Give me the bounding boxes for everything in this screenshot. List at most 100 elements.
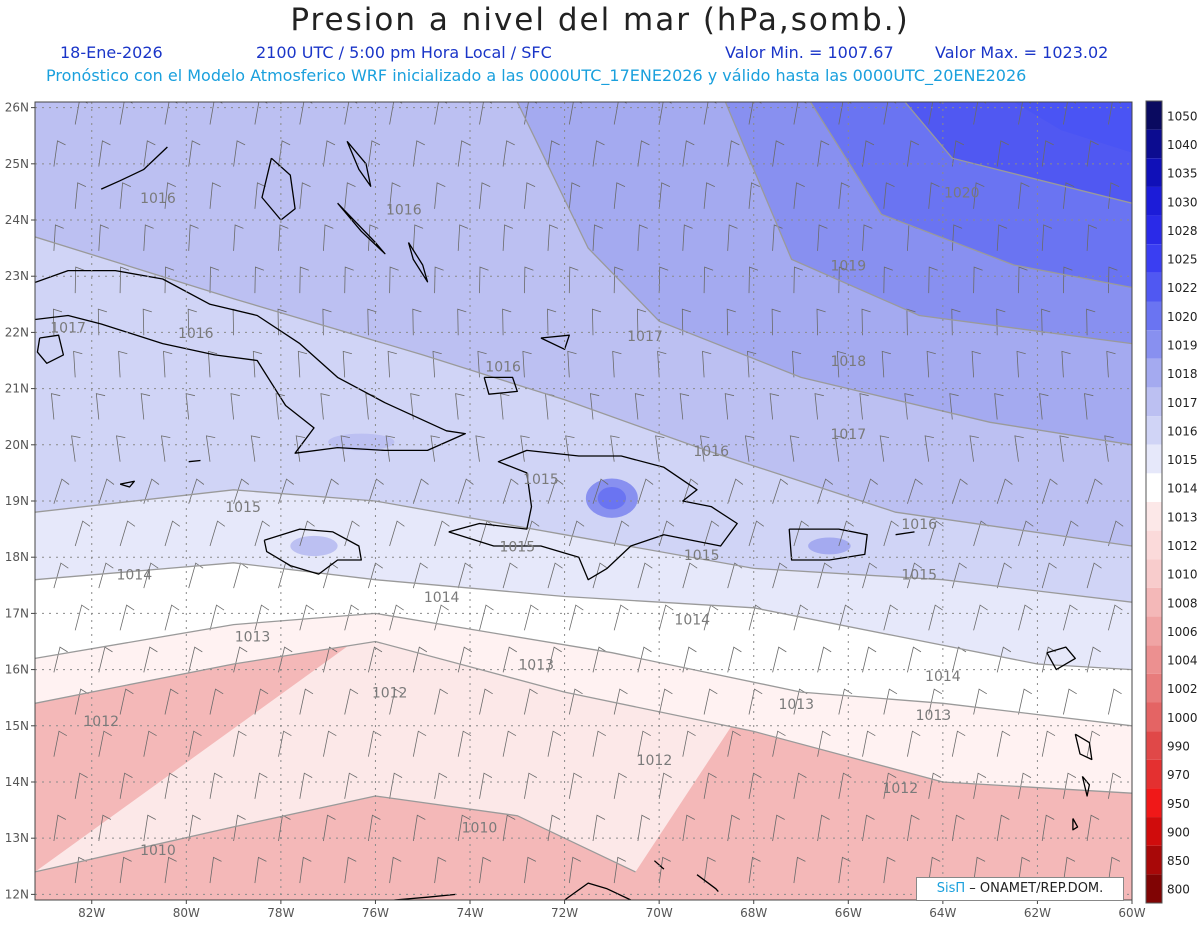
wind-barb <box>702 350 712 378</box>
wind-barb <box>368 140 381 167</box>
min-value: Valor Min. = 1007.67 <box>725 43 894 62</box>
coast-florida-keys <box>100 146 168 190</box>
wind-barb <box>209 688 224 715</box>
wind-barb <box>613 688 628 715</box>
colorbar-swatch <box>1146 158 1162 187</box>
wind-barb <box>299 266 309 294</box>
wind-barb <box>524 604 539 631</box>
wind-barb <box>748 856 761 884</box>
wind-barb <box>119 266 130 294</box>
credit-text: – ONAMET/REP.DOM. <box>965 881 1104 896</box>
colorbar-label: 950 <box>1167 797 1190 811</box>
wind-barb <box>727 814 740 842</box>
wind-barb <box>772 646 787 673</box>
wind-barb <box>1063 688 1077 715</box>
wind-barb <box>278 140 291 167</box>
wind-barb <box>613 772 627 799</box>
wind-barb <box>592 140 605 167</box>
wind-barb <box>703 266 714 294</box>
wind-barb <box>996 814 1010 842</box>
wind-barb <box>817 646 832 673</box>
wind-barb <box>119 772 133 799</box>
wind-barb <box>951 814 965 842</box>
coast-usvi-bvi <box>895 531 915 536</box>
wind-barb <box>793 182 805 209</box>
wind-barb <box>1086 308 1096 336</box>
wind-barb <box>389 182 401 209</box>
wind-barb <box>142 308 152 336</box>
wind-barb <box>98 730 112 757</box>
wind-barb <box>637 140 650 167</box>
lon-label: 80W <box>173 906 200 920</box>
wind-barb <box>188 562 204 589</box>
wind-barb <box>1108 772 1121 799</box>
wind-barb <box>434 182 446 209</box>
wind-barb <box>1086 224 1098 251</box>
wind-barb <box>793 856 806 884</box>
lat-label: 13N <box>5 831 29 845</box>
wind-barb <box>477 350 487 378</box>
wind-barb <box>209 520 226 547</box>
wind-barb <box>342 350 353 378</box>
coast-curacao <box>696 874 719 893</box>
isobar-label: 1015 <box>684 548 720 564</box>
wind-barb <box>164 604 180 631</box>
wind-barb <box>479 182 491 209</box>
wind-barb <box>368 646 383 673</box>
wind-barb <box>568 520 585 547</box>
wind-barb <box>928 772 942 799</box>
colorbar-label: 1016 <box>1167 424 1198 438</box>
wind-barb <box>164 520 181 547</box>
wind-barb <box>1063 182 1075 209</box>
wind-barb <box>53 140 66 167</box>
wind-barb <box>119 182 131 209</box>
wind-barb <box>209 266 220 294</box>
wind-barb <box>838 520 854 547</box>
wind-barb <box>164 182 176 209</box>
wind-barb <box>928 604 943 631</box>
wind-barb <box>299 604 315 631</box>
wind-barb <box>368 730 382 757</box>
wind-barb <box>1041 730 1056 757</box>
lat-label: 19N <box>5 494 29 508</box>
coast-turks-caicos <box>540 334 570 350</box>
colorbar-swatch <box>1146 186 1162 216</box>
isobar-label: 1010 <box>462 821 498 837</box>
wind-barb <box>53 646 68 673</box>
wind-barb <box>838 182 850 209</box>
isobar-label: 1013 <box>235 629 271 645</box>
wind-barb <box>344 266 354 294</box>
wind-barb <box>772 562 788 589</box>
coast-cuba <box>35 269 466 454</box>
wind-barb <box>658 182 671 209</box>
wind-barb <box>143 646 158 673</box>
wind-barb <box>254 266 265 294</box>
isobar-label: 1012 <box>882 781 918 797</box>
isobar-label: 1013 <box>518 658 554 674</box>
isobar-label: 1017 <box>830 427 866 443</box>
wind-barb <box>502 478 519 504</box>
wind-barb <box>73 350 83 378</box>
wind-barb <box>368 478 384 504</box>
wind-barb <box>906 308 916 336</box>
wind-barb <box>457 308 467 336</box>
isobar-label: 1017 <box>627 329 663 345</box>
graticule <box>35 102 1132 900</box>
wind-barb <box>883 772 897 799</box>
colorbar-swatch <box>1146 502 1162 531</box>
wind-barb <box>389 102 403 125</box>
colorbar-swatch <box>1146 444 1162 474</box>
wind-barb <box>475 435 485 462</box>
wind-barb <box>71 435 81 462</box>
wind-barb <box>299 772 313 799</box>
wind-barb <box>254 102 268 125</box>
wind-barb <box>297 350 308 378</box>
wind-barb <box>254 182 266 209</box>
colorbar-label: 970 <box>1167 768 1190 782</box>
lat-label: 26N <box>5 101 29 115</box>
wind-barb <box>951 478 968 504</box>
wind-barb <box>74 604 90 631</box>
wind-barb <box>412 140 425 167</box>
wind-barb <box>568 182 581 209</box>
wind-barb <box>187 308 197 336</box>
